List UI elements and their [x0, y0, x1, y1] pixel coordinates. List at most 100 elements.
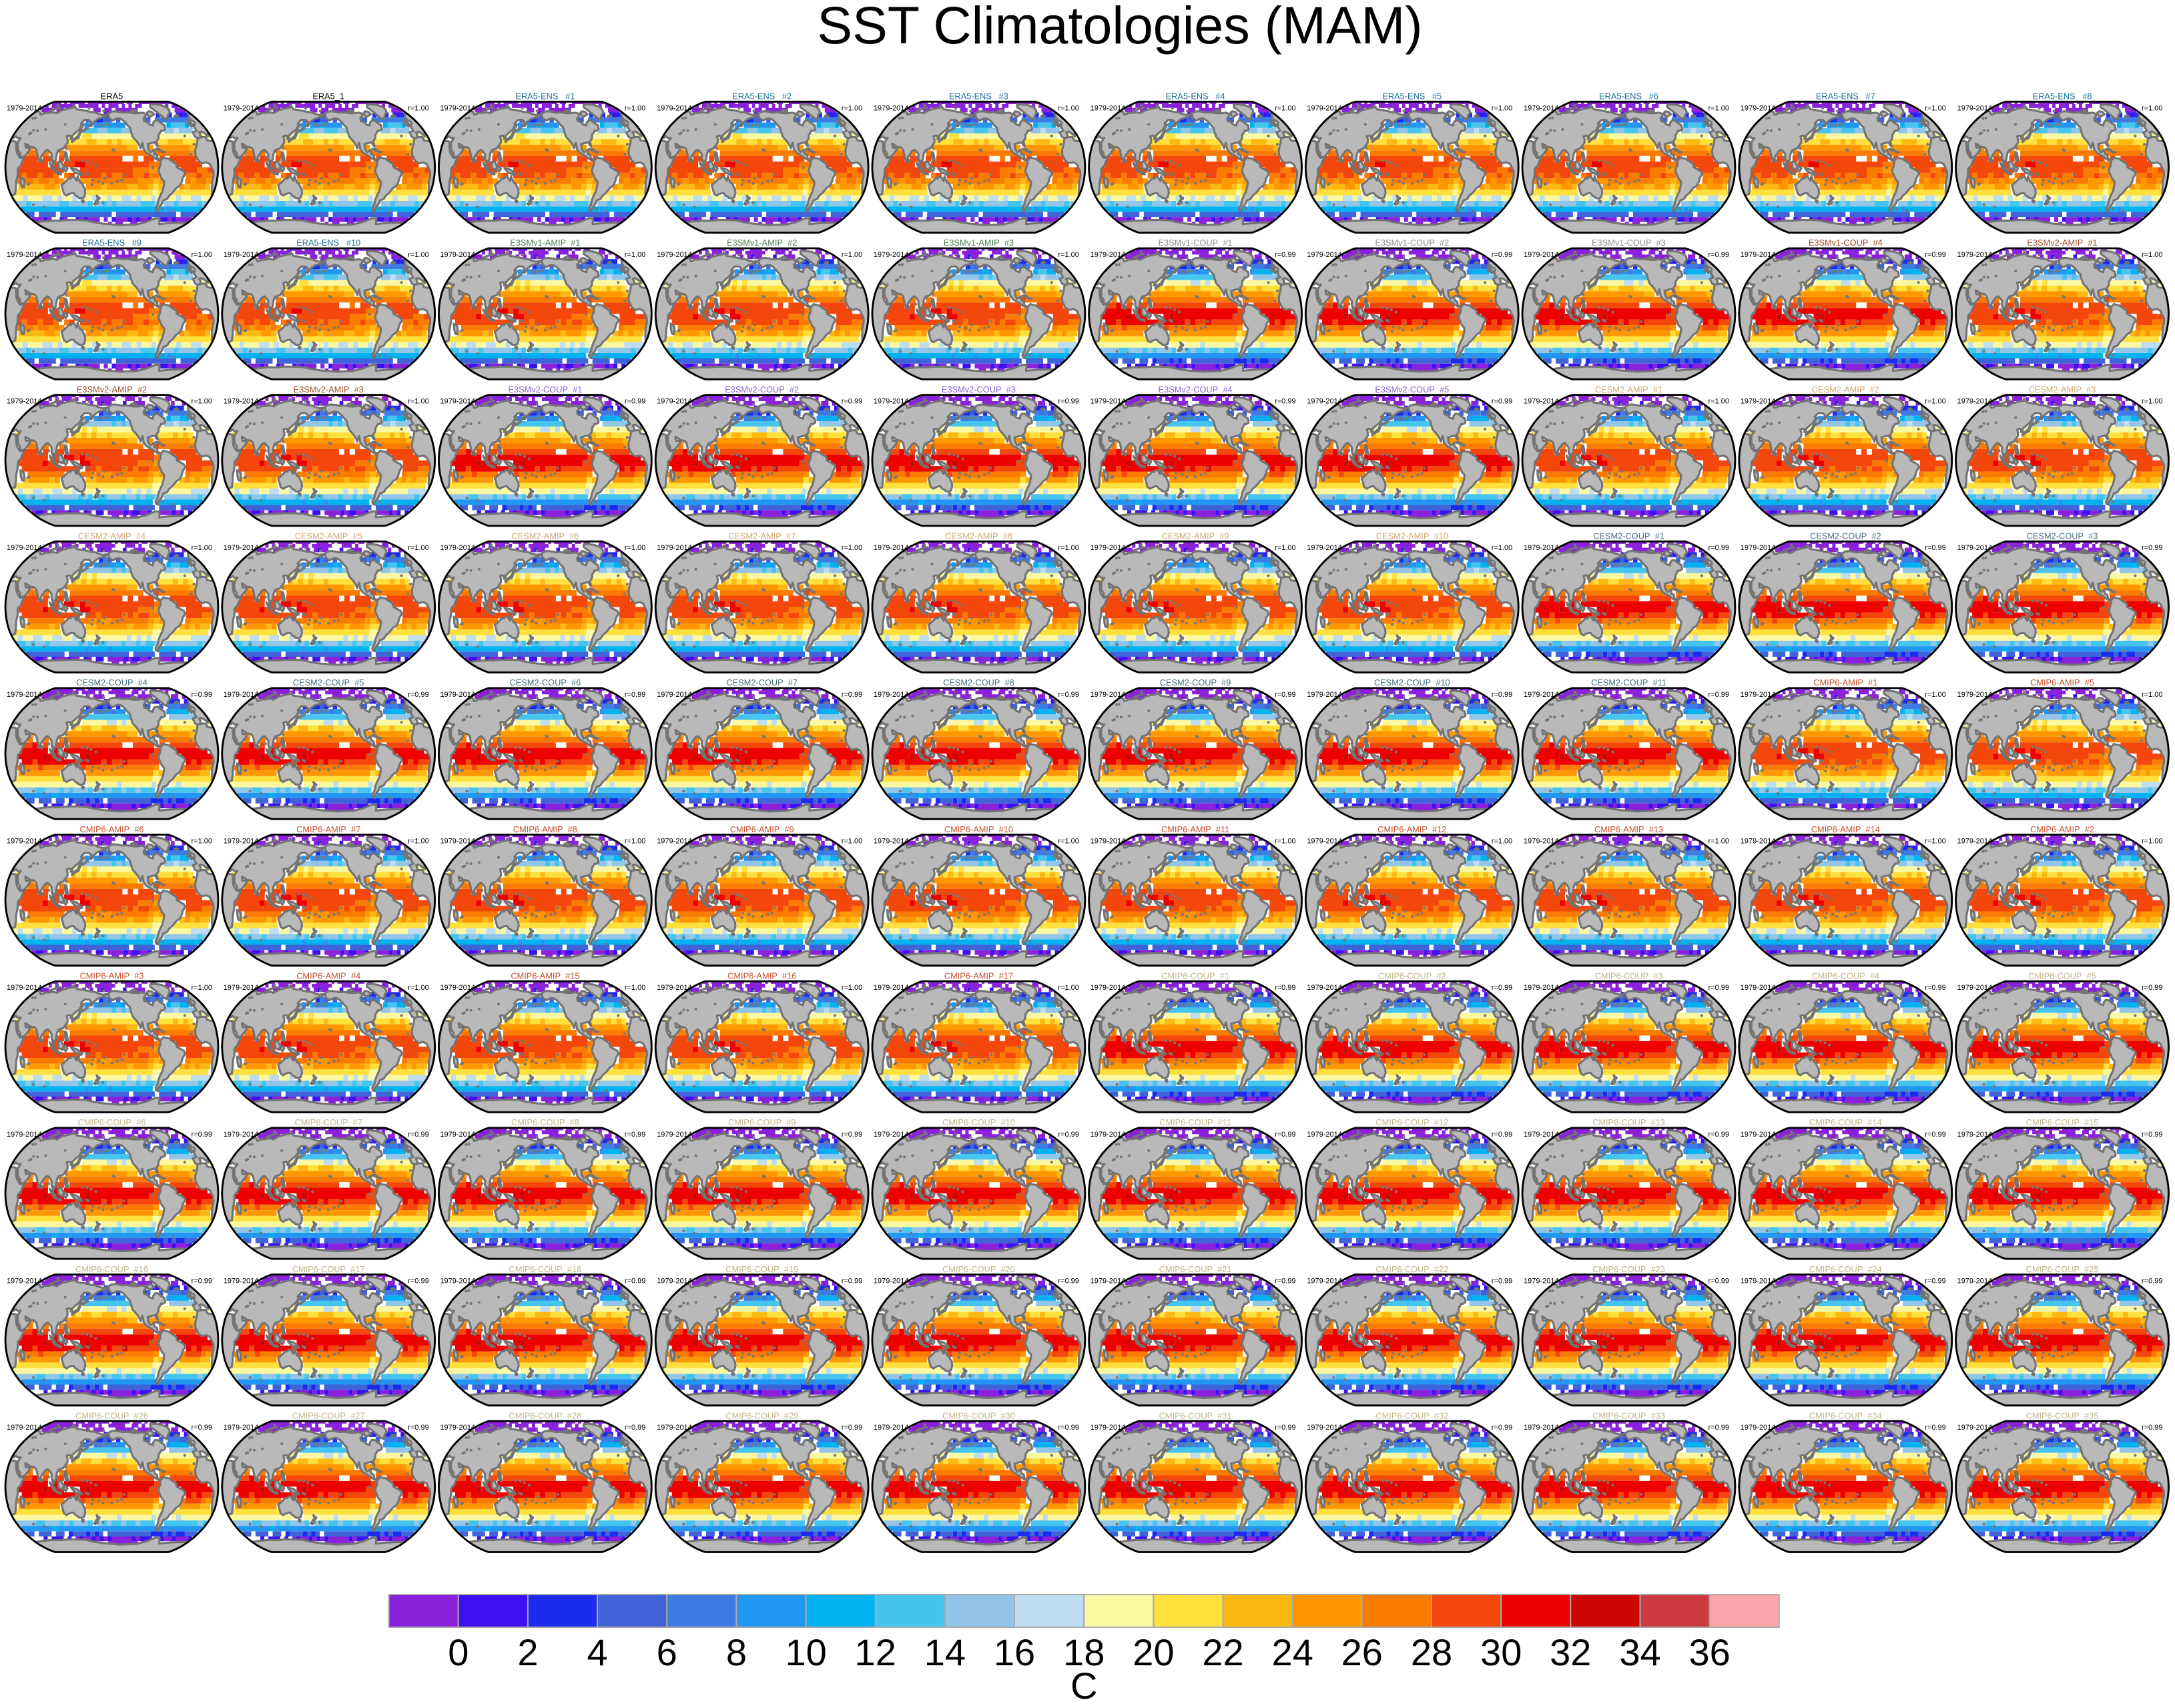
svg-text:r=0.99: r=0.99 [1492, 251, 1513, 259]
svg-text:r=0.99: r=0.99 [1058, 1277, 1079, 1286]
svg-text:r=0.99: r=0.99 [1708, 984, 1730, 992]
svg-text:r=1.00: r=1.00 [192, 251, 213, 259]
svg-text:r=0.99: r=0.99 [1708, 691, 1730, 699]
svg-text:r=0.99: r=0.99 [1275, 251, 1296, 259]
svg-text:1979-2014: 1979-2014 [224, 251, 259, 259]
svg-text:CESM2-AMIP #2: CESM2-AMIP #2 [1812, 384, 1879, 394]
svg-text:r=1.00: r=1.00 [408, 838, 429, 846]
svg-text:r=0.99: r=0.99 [1275, 691, 1296, 699]
svg-text:1979-2014: 1979-2014 [440, 691, 475, 699]
svg-text:ERA5-ENS #3: ERA5-ENS #3 [949, 91, 1008, 101]
svg-text:r=0.99: r=0.99 [1058, 691, 1079, 699]
svg-text:CMIP6-AMIP #1: CMIP6-AMIP #1 [1813, 677, 1877, 687]
svg-text:ERA5-ENS #2: ERA5-ENS #2 [732, 91, 792, 101]
svg-text:CMIP6-COUP #12: CMIP6-COUP #12 [1375, 1117, 1448, 1127]
svg-text:CMIP6-COUP #22: CMIP6-COUP #22 [1375, 1264, 1448, 1274]
svg-text:CESM2-COUP #9: CESM2-COUP #9 [1160, 677, 1231, 687]
svg-text:CMIP6-COUP #25: CMIP6-COUP #25 [2026, 1264, 2099, 1274]
svg-text:1979-2014: 1979-2014 [1091, 251, 1126, 259]
svg-text:r=0.99: r=0.99 [1275, 984, 1296, 992]
svg-text:CESM2-AMIP #4: CESM2-AMIP #4 [78, 531, 145, 541]
svg-text:E3SMv2-AMIP #1: E3SMv2-AMIP #1 [2027, 238, 2097, 248]
svg-text:r=0.99: r=0.99 [1925, 1277, 1946, 1286]
svg-text:r=1.00: r=1.00 [1708, 838, 1730, 846]
svg-text:1979-2014: 1979-2014 [7, 398, 42, 406]
svg-text:1979-2014: 1979-2014 [874, 544, 909, 552]
svg-text:r=0.99: r=0.99 [1492, 398, 1513, 406]
svg-text:ERA5-ENS #7: ERA5-ENS #7 [1816, 91, 1875, 101]
svg-text:8: 8 [726, 1631, 747, 1673]
svg-text:ERA5-ENS #5: ERA5-ENS #5 [1382, 91, 1442, 101]
svg-text:1979-2014: 1979-2014 [1957, 838, 1993, 846]
svg-text:1979-2014: 1979-2014 [874, 691, 909, 699]
svg-text:22: 22 [1202, 1631, 1243, 1673]
svg-text:CESM2-AMIP #5: CESM2-AMIP #5 [295, 531, 362, 541]
svg-text:1979-2014: 1979-2014 [1307, 544, 1342, 552]
svg-text:CMIP6-AMIP #4: CMIP6-AMIP #4 [296, 971, 360, 981]
svg-text:r=0.99: r=0.99 [625, 691, 646, 699]
svg-text:1979-2014: 1979-2014 [1091, 1424, 1126, 1432]
svg-text:1979-2014: 1979-2014 [224, 838, 259, 846]
svg-text:1979-2014: 1979-2014 [1957, 691, 1993, 699]
svg-text:CMIP6-AMIP #15: CMIP6-AMIP #15 [511, 971, 579, 981]
svg-text:r=0.99: r=0.99 [1925, 544, 1946, 552]
svg-text:r=1.00: r=1.00 [1058, 104, 1079, 112]
svg-text:r=0.99: r=0.99 [192, 691, 213, 699]
svg-text:CMIP6-AMIP #10: CMIP6-AMIP #10 [944, 824, 1013, 834]
svg-text:1979-2014: 1979-2014 [1307, 1277, 1342, 1286]
svg-text:r=1.00: r=1.00 [192, 544, 213, 552]
svg-text:r=0.99: r=0.99 [2142, 984, 2163, 992]
svg-text:1979-2014: 1979-2014 [1307, 251, 1342, 259]
svg-text:1979-2014: 1979-2014 [657, 1131, 692, 1139]
svg-text:1979-2014: 1979-2014 [224, 1131, 259, 1139]
svg-text:CMIP6-COUP #29: CMIP6-COUP #29 [725, 1411, 798, 1421]
svg-text:34: 34 [1619, 1631, 1660, 1673]
svg-text:r=1.00: r=1.00 [842, 838, 863, 846]
svg-text:r=1.00: r=1.00 [408, 398, 429, 406]
svg-text:CMIP6-COUP #9: CMIP6-COUP #9 [728, 1117, 796, 1127]
svg-text:1979-2014: 1979-2014 [1957, 1424, 1993, 1432]
svg-text:1979-2014: 1979-2014 [1741, 1424, 1776, 1432]
svg-text:CMIP6-COUP #35: CMIP6-COUP #35 [2026, 1411, 2099, 1421]
svg-text:ERA5-ENS #9: ERA5-ENS #9 [82, 238, 141, 248]
svg-text:r=1.00: r=1.00 [408, 984, 429, 992]
svg-text:1979-2014: 1979-2014 [1741, 691, 1776, 699]
svg-text:24: 24 [1272, 1631, 1313, 1673]
svg-text:10: 10 [785, 1631, 826, 1673]
svg-text:CMIP6-COUP #21: CMIP6-COUP #21 [1159, 1264, 1232, 1274]
svg-text:1979-2014: 1979-2014 [1524, 838, 1559, 846]
svg-text:E3SMv2-AMIP #3: E3SMv2-AMIP #3 [294, 384, 364, 394]
svg-text:ERA5-ENS #10: ERA5-ENS #10 [296, 238, 360, 248]
svg-text:1979-2014: 1979-2014 [1741, 398, 1776, 406]
svg-text:CMIP6-AMIP #12: CMIP6-AMIP #12 [1377, 824, 1446, 834]
svg-text:1979-2014: 1979-2014 [7, 1131, 42, 1139]
svg-text:r=0.99: r=0.99 [1492, 984, 1513, 992]
svg-text:CMIP6-COUP #28: CMIP6-COUP #28 [509, 1411, 581, 1421]
svg-text:r=1.00: r=1.00 [1058, 984, 1079, 992]
svg-text:1979-2014: 1979-2014 [1091, 1277, 1126, 1286]
svg-text:1979-2014: 1979-2014 [1957, 104, 1993, 112]
svg-text:1979-2014: 1979-2014 [1524, 1277, 1559, 1286]
svg-text:1979-2014: 1979-2014 [224, 1277, 259, 1286]
svg-text:CESM2-COUP #10: CESM2-COUP #10 [1374, 677, 1450, 687]
svg-text:r=1.00: r=1.00 [408, 104, 429, 112]
svg-text:1979-2014: 1979-2014 [1307, 691, 1342, 699]
svg-text:1979-2014: 1979-2014 [874, 838, 909, 846]
svg-text:1979-2014: 1979-2014 [1307, 1424, 1342, 1432]
svg-text:1979-2014: 1979-2014 [1091, 1131, 1126, 1139]
svg-text:r=1.00: r=1.00 [625, 838, 646, 846]
svg-text:CMIP6-COUP #19: CMIP6-COUP #19 [725, 1264, 798, 1274]
svg-text:r=0.99: r=0.99 [1708, 1277, 1730, 1286]
svg-text:1979-2014: 1979-2014 [1524, 104, 1559, 112]
svg-text:1979-2014: 1979-2014 [657, 838, 692, 846]
svg-text:E3SMv1-COUP #2: E3SMv1-COUP #2 [1375, 238, 1449, 248]
svg-text:CMIP6-COUP #26: CMIP6-COUP #26 [75, 1411, 148, 1421]
svg-text:r=0.99: r=0.99 [2142, 1131, 2163, 1139]
svg-text:1979-2014: 1979-2014 [657, 398, 692, 406]
svg-text:1979-2014: 1979-2014 [1091, 544, 1126, 552]
svg-text:r=1.00: r=1.00 [1275, 544, 1296, 552]
svg-text:r=1.00: r=1.00 [2142, 691, 2163, 699]
svg-text:r=0.99: r=0.99 [192, 1424, 213, 1432]
svg-text:CMIP6-COUP #10: CMIP6-COUP #10 [942, 1117, 1015, 1127]
svg-text:CMIP6-COUP #13: CMIP6-COUP #13 [1592, 1117, 1665, 1127]
